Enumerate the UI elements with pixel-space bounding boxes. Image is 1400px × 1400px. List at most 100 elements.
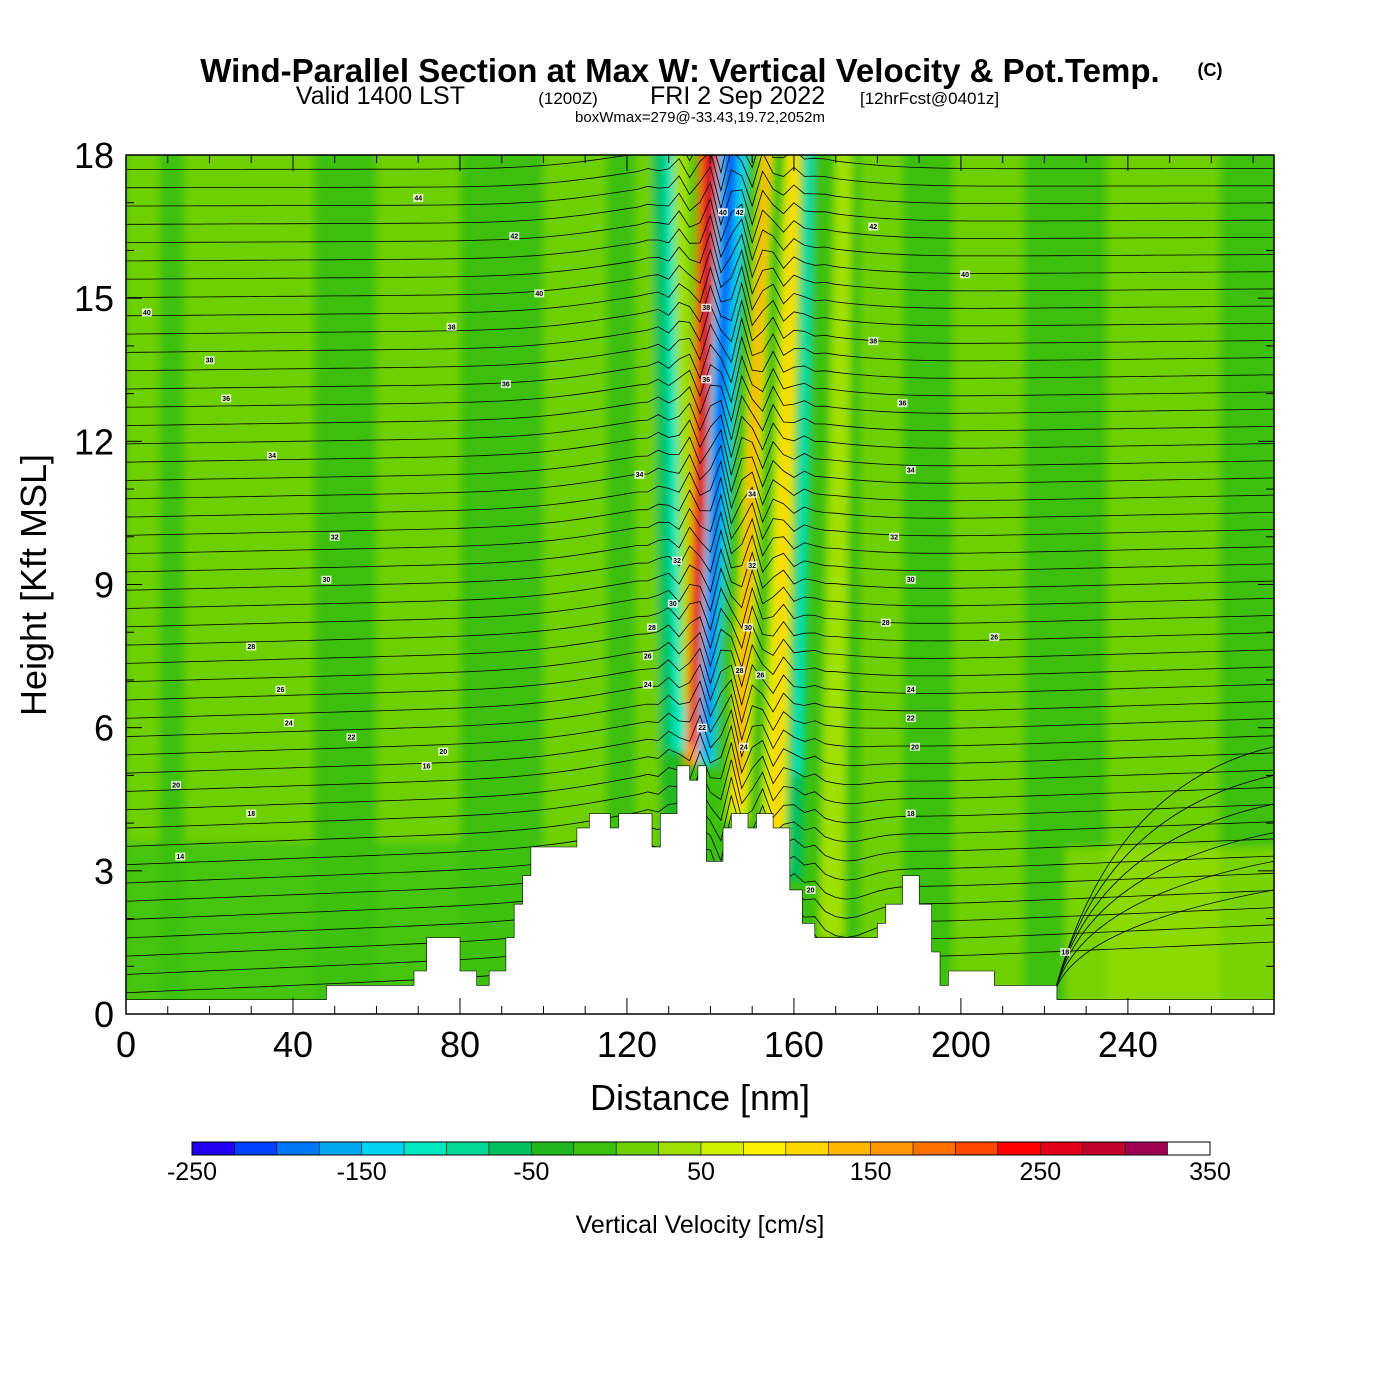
x-tick-label: 120 [597,1024,657,1065]
theta-label: 36 [502,382,510,389]
terrain-mask [126,765,1274,1014]
colorbar-frame [191,1141,1211,1156]
theta-label: 30 [744,625,752,632]
theta-contour-line [126,643,1274,701]
theta-label-bg [880,618,891,627]
theta-contour-line [126,567,1274,628]
theta-label: 38 [448,324,456,331]
theta-contour-line [126,459,1274,518]
theta-contour-line [126,529,1274,591]
theta-contour-line [126,708,1274,774]
colorbar-swatch [785,1141,829,1156]
colorbar-swatch [955,1141,999,1156]
theta-contour-line [126,510,1274,573]
valid-date: FRI 2 Sep 2022 [650,82,825,110]
theta-label-bg [1060,947,1071,956]
theta-label-bg [321,575,332,584]
theta-label-bg [701,375,712,384]
colorbar-swatch [658,1141,702,1156]
theta-label: 34 [636,472,644,479]
colorbar-swatch [276,1141,320,1156]
theta-label-bg [738,742,749,751]
colorbar-tick-label: 150 [850,1158,892,1186]
theta-label: 42 [869,224,877,231]
theta-label: 22 [698,725,706,732]
band-lee-lightgreen [818,155,853,938]
colorbar: -250 -150 -50 50 150 250 350 [167,1141,1231,1186]
theta-bowl-line [1052,746,1274,1000]
theta-label-bg [421,761,432,770]
theta-label: 20 [172,782,180,789]
theta-label: 28 [247,644,255,651]
theta-contour-line [126,354,1274,408]
field-low-band-right [1065,846,1274,1014]
theta-contour-line [126,624,1274,683]
colorbar-swatch [615,1141,659,1156]
colorbar-swatch [828,1141,871,1156]
theta-label-bg [889,532,900,541]
theta-contour-line [126,317,1274,372]
theta-bowl-line [1052,803,1274,1000]
theta-label: 26 [644,654,652,661]
valid-time-prefix: Valid 1400 LST [296,82,465,110]
colorbar-swatch [997,1141,1041,1156]
theta-contour-line [126,335,1274,390]
theta-label-bg [438,747,449,756]
theta-contour-line [126,299,1274,353]
theta-contour-line [126,248,1274,298]
theta-label-bg [642,680,653,689]
x-tick-label: 80 [440,1024,480,1065]
theta-label-bg [909,742,920,751]
x-tick-label: 160 [764,1024,824,1065]
y-tick-label: 12 [74,421,114,462]
colorbar-tick-label: 50 [687,1158,715,1186]
theta-label: 32 [673,558,681,565]
theta-label-bg [329,532,340,541]
colorbar-swatch [488,1141,532,1156]
theta-label: 36 [702,377,710,384]
theta-label: 26 [277,687,285,694]
theta-label-bg [246,642,257,651]
theta-label-bg [267,451,278,460]
theta-contour-line [126,374,1274,426]
theta-bowl-line [1052,832,1274,1000]
theta-label: 22 [348,735,356,742]
field-column [902,155,953,1014]
theta-contour-line [126,429,1274,481]
colorbar-swatch [1082,1141,1126,1156]
theta-label-bg [755,671,766,680]
theta-label-bg [868,222,879,231]
theta-contour-line [126,181,1274,227]
theta-contour-line [126,693,1274,756]
theta-label-bg [275,685,286,694]
theta-label-bg [509,232,520,241]
theta-contour-line [126,476,1274,536]
theta-label-bg [734,666,745,675]
theta-label: 18 [1061,949,1069,956]
chart-title: Wind-Parallel Section at Max W: Vertical… [200,52,1159,89]
theta-label: 42 [736,210,744,217]
colorbar-swatch [912,1141,956,1156]
band-mid-green [714,155,761,824]
theta-label-bg [534,289,545,298]
field-column [952,155,1024,1014]
colorbar-swatch [234,1141,278,1156]
theta-label: 40 [143,310,151,317]
theta-label: 38 [206,358,214,365]
theta-contour-line [126,230,1274,280]
theta-contour-line [126,663,1274,719]
theta-label: 24 [907,687,915,694]
theta-label: 30 [907,577,915,584]
theta-label-bg [672,556,683,565]
velocity-field [126,155,1274,1014]
theta-label: 18 [247,811,255,818]
theta-labels: 40 38 36 34 32 30 28 26 24 22 20 16 20 18 14 44 42 40 38 36… [141,193,1071,956]
colorbar-swatch [573,1141,617,1156]
theta-label: 40 [961,272,969,279]
theta-label-bg [204,356,215,365]
theta-label-bg [642,652,653,661]
theta-label: 24 [644,682,652,689]
theta-label: 14 [176,854,184,861]
